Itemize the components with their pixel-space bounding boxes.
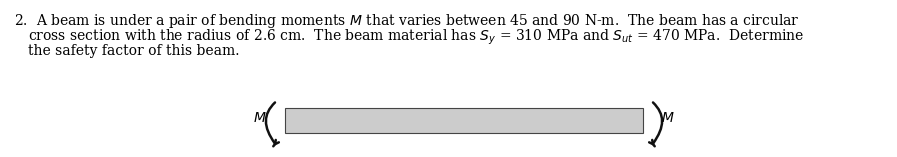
Text: the safety factor of this beam.: the safety factor of this beam.	[28, 44, 239, 58]
Text: $M$: $M$	[254, 111, 267, 125]
Bar	[285, 108, 643, 133]
Text: $M$: $M$	[661, 111, 675, 125]
Text: 2.  A beam is under a pair of bending moments $M$ that varies between 45 and 90 : 2. A beam is under a pair of bending mom…	[14, 12, 799, 30]
Text: cross section with the radius of 2.6 cm.  The beam material has $S_y$ = 310 MPa : cross section with the radius of 2.6 cm.…	[28, 28, 804, 47]
